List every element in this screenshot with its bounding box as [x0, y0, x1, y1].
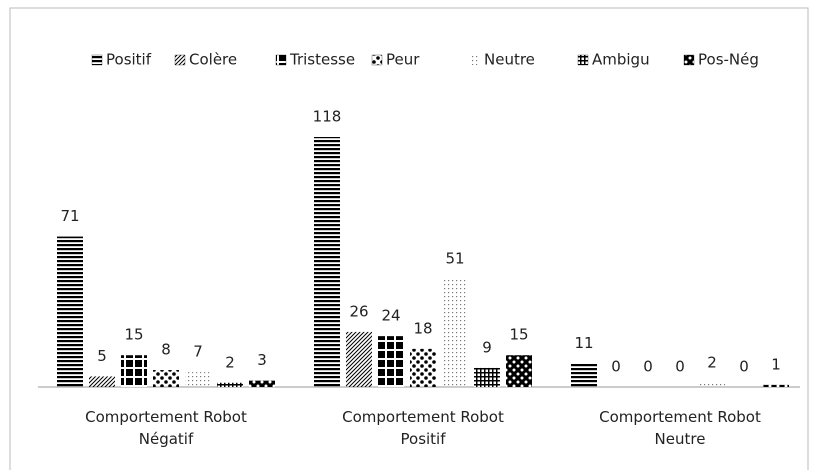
bar	[506, 355, 532, 387]
chart-border	[9, 7, 809, 470]
bar	[89, 376, 115, 387]
legend-label: Ambigu	[592, 51, 650, 69]
bar	[442, 278, 468, 387]
data-label: 71	[60, 207, 79, 225]
legend-swatch	[174, 54, 186, 66]
bar	[763, 384, 789, 387]
bar	[346, 331, 372, 387]
data-label: 0	[643, 358, 653, 376]
data-label: 24	[381, 307, 400, 325]
bar	[699, 382, 725, 387]
legend-swatch	[371, 54, 383, 66]
data-label: 18	[413, 319, 432, 337]
bar	[57, 236, 83, 387]
legend-label: Peur	[386, 51, 420, 69]
x-tick-label: Comportement Robot Neutre	[599, 408, 761, 448]
x-tick-label: Comportement Robot Positif	[342, 408, 504, 448]
data-label: 0	[675, 358, 685, 376]
data-label: 1	[771, 355, 781, 373]
data-label: 51	[445, 249, 464, 267]
bar	[571, 363, 597, 387]
legend-swatch	[275, 54, 287, 66]
legend-label: Tristesse	[289, 51, 355, 69]
data-label: 118	[313, 108, 342, 126]
bar	[378, 336, 404, 387]
legend-label: Neutre	[484, 51, 535, 69]
legend-label: Pos-Nég	[698, 51, 759, 69]
bar	[153, 370, 179, 387]
bar	[121, 355, 147, 387]
legend-swatch	[470, 55, 480, 65]
bar	[314, 137, 340, 387]
bar	[185, 372, 211, 387]
bar	[410, 348, 436, 387]
data-label: 11	[574, 334, 593, 352]
bar	[217, 382, 243, 387]
data-label: 3	[257, 351, 267, 369]
data-label: 8	[161, 341, 171, 359]
legend-label: Colère	[189, 51, 237, 69]
x-tick-label: Comportement Robot Négatif	[85, 408, 247, 448]
legend-swatch	[91, 54, 103, 66]
data-label: 15	[509, 326, 528, 344]
legend-swatch	[683, 54, 695, 66]
data-label: 26	[349, 302, 368, 320]
bar	[249, 380, 275, 387]
data-label: 7	[193, 343, 203, 361]
data-label: 9	[482, 338, 492, 356]
bar	[474, 367, 500, 387]
legend-swatch	[577, 54, 589, 66]
data-label: 15	[124, 326, 143, 344]
data-label: 2	[225, 353, 235, 371]
data-label: 0	[739, 358, 749, 376]
data-label: 5	[97, 347, 107, 365]
data-label: 0	[611, 358, 621, 376]
data-label: 2	[707, 353, 717, 371]
legend-label: Positif	[106, 51, 152, 69]
